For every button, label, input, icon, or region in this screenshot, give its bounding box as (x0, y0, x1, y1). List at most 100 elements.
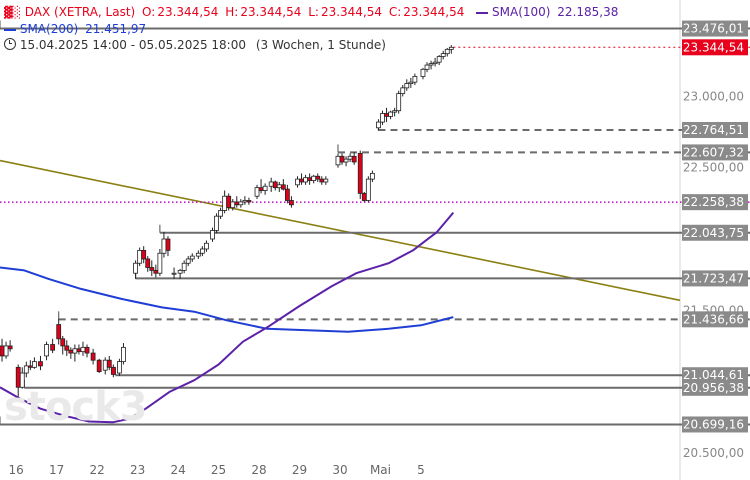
level-badge (682, 379, 748, 396)
ohlc-open-label: O: (142, 5, 156, 19)
y-tick-label: 22.500,00 (683, 161, 744, 175)
candle-body (343, 158, 349, 163)
candle-body (153, 269, 159, 274)
level-badge-label: 22.043,75 (683, 226, 744, 240)
candle-body (64, 345, 70, 351)
candle-body (284, 188, 290, 201)
candle-body (444, 48, 450, 55)
ohlc-close-label: C: (388, 5, 402, 19)
candle-body (32, 361, 37, 368)
instrument-name: DAX (XETRA, Last) (24, 5, 136, 19)
watermark: stock3 (4, 384, 148, 430)
candle-body (23, 365, 29, 374)
candle-body (50, 344, 56, 351)
candle-body (76, 348, 82, 353)
candle-body (242, 200, 248, 203)
level-badge (682, 311, 748, 328)
clock-icon[interactable] (4, 38, 16, 50)
candle-body (254, 187, 260, 197)
candle-body (262, 185, 268, 191)
sma200-label: SMA(200) (19, 22, 79, 36)
candle-body (272, 181, 278, 189)
candle-body (137, 250, 143, 264)
x-tick-label: Mai (370, 463, 391, 477)
level-badge-label: 21.723,47 (683, 271, 744, 285)
candle-body (361, 192, 367, 201)
candle-body (157, 252, 163, 274)
candle-body (347, 155, 353, 160)
candle-body (307, 177, 313, 181)
candle-body (319, 178, 325, 183)
candle-body (432, 61, 438, 65)
candle-body (276, 184, 282, 189)
candle-body (323, 178, 329, 183)
candle-body (424, 64, 430, 70)
candle-body (436, 56, 442, 63)
candle-body (133, 262, 138, 274)
candle-body (365, 178, 371, 201)
candle-body (195, 252, 201, 257)
candle-body (214, 215, 219, 231)
x-tick-label: 16 (9, 463, 24, 477)
candle-body (185, 258, 191, 264)
candle-body (380, 113, 385, 123)
ohlc-open-value: 23.344,54 (157, 5, 219, 19)
candle-body (280, 184, 286, 190)
candle-body (289, 200, 294, 206)
y-tick-label: 23.000,00 (683, 89, 744, 103)
level-badge-label: 22.258,38 (683, 195, 744, 209)
candle-body (106, 359, 112, 368)
candle-body (238, 201, 244, 206)
candle-body (110, 366, 116, 375)
candle-body (189, 255, 195, 260)
level-badge-label: 22.607,32 (683, 145, 744, 159)
candle-body (246, 200, 252, 203)
candle-body (38, 361, 43, 367)
candle-body (376, 121, 381, 129)
candle-body (181, 262, 187, 271)
candle-body (448, 46, 454, 50)
candle-body (27, 365, 33, 368)
candle-body (396, 93, 402, 112)
level-badge (682, 270, 748, 287)
candle-body (226, 195, 232, 209)
level-badge (682, 121, 748, 138)
legend-row-instrument: ▓░ DAX (XETRA, Last) O: 23.344,54 H: 23.34… (4, 5, 618, 20)
x-tick-label: 5 (417, 463, 425, 477)
x-tick-label: 22 (90, 463, 105, 477)
candle-body (19, 372, 25, 388)
chart-type-icon[interactable]: ▓░ (4, 6, 21, 19)
candle-body (384, 113, 389, 117)
candle-body (351, 155, 357, 163)
candle-body (339, 155, 345, 163)
candle-body (102, 359, 108, 371)
candle-body (335, 155, 341, 166)
y-tick-label: 20.500,00 (683, 446, 744, 460)
candle-body (258, 187, 264, 191)
candle-body (68, 349, 74, 354)
sma100-line (0, 211, 455, 424)
candle-body (210, 230, 215, 240)
level-badge-label: 20.699,16 (683, 417, 744, 431)
trendline (0, 159, 681, 302)
candle-body (315, 175, 321, 180)
ohlc-high-label: H: (225, 5, 239, 19)
level-badge (682, 144, 748, 161)
candle-body (440, 53, 446, 57)
level-badge-label: 23.476,01 (683, 22, 744, 36)
candle-body (303, 177, 308, 183)
sma200-value: 21.451,97 (85, 22, 147, 36)
sma200-swatch (4, 28, 16, 31)
x-tick-label: 28 (251, 463, 266, 477)
candle-body (171, 272, 177, 275)
range-note: (3 Wochen, 1 Stunde) (255, 38, 386, 52)
level-badge (682, 39, 748, 56)
x-tick-label: 17 (49, 463, 64, 477)
candle-body (369, 173, 375, 180)
level-badge-label: 22.764,51 (683, 123, 744, 137)
candle-body (204, 242, 209, 250)
candle-body (141, 250, 147, 260)
level-badge-label: 21.044,61 (683, 368, 744, 382)
ohlc-close-value: 23.344,54 (403, 5, 465, 19)
